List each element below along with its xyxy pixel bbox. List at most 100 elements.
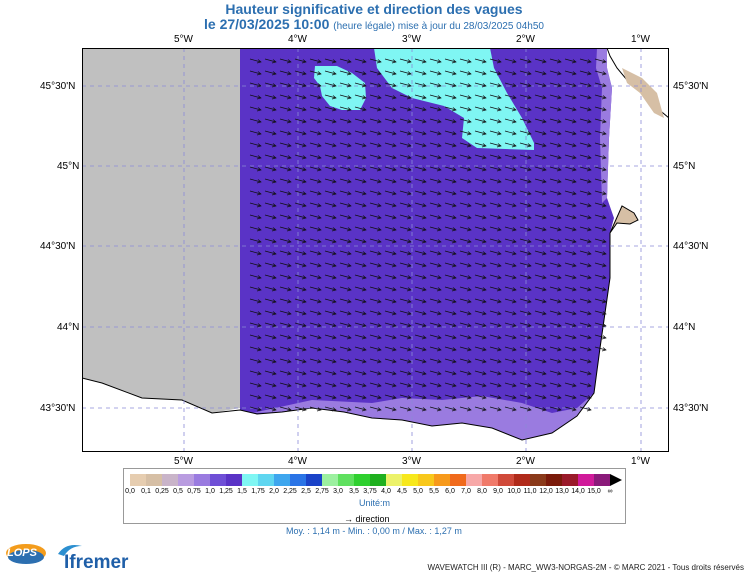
direction-arrow	[444, 142, 457, 148]
direction-arrow	[549, 238, 562, 244]
direction-arrow	[294, 202, 307, 208]
scale-tick-label: 2,0	[269, 488, 279, 495]
direction-arrow	[579, 58, 592, 64]
direction-arrow	[354, 130, 367, 136]
scale-swatch	[242, 474, 259, 486]
lat-label-left-44: 44°N	[57, 322, 80, 333]
direction-arrow	[369, 322, 382, 328]
direction-arrow	[429, 382, 442, 388]
direction-arrow	[489, 190, 502, 196]
direction-arrow	[384, 214, 397, 220]
direction-arrow	[309, 274, 322, 280]
direction-arrow	[579, 286, 592, 292]
direction-arrow	[384, 370, 397, 376]
gironde-estuary	[622, 68, 664, 118]
direction-arrow	[354, 406, 367, 412]
direction-arrow	[459, 238, 472, 244]
direction-arrow	[489, 406, 502, 412]
direction-arrow	[474, 406, 487, 412]
direction-arrow	[519, 382, 532, 388]
direction-arrow	[249, 154, 262, 160]
direction-arrow	[294, 118, 307, 124]
direction-arrow	[294, 370, 307, 376]
scale-tick-label: 15,0	[587, 488, 601, 495]
direction-arrow	[384, 238, 397, 244]
direction-arrow	[564, 106, 577, 112]
direction-arrow	[444, 310, 457, 316]
subtitle-date: le 27/03/2025 10:00	[204, 16, 330, 32]
direction-arrow	[369, 70, 382, 76]
direction-arrow	[429, 334, 442, 340]
direction-arrow	[474, 286, 487, 292]
direction-arrow	[474, 310, 487, 316]
direction-arrow	[339, 70, 352, 76]
direction-arrow	[264, 298, 277, 304]
direction-arrow	[444, 166, 457, 172]
footer-credit: WAVEWATCH III (R) - MARC_WW3-NORGAS-2M -…	[427, 563, 744, 572]
direction-arrow	[444, 70, 457, 76]
direction-arrow	[369, 154, 382, 160]
direction-arrow	[459, 82, 472, 88]
direction-arrow	[444, 190, 457, 196]
direction-arrow	[324, 58, 337, 64]
direction-arrow	[564, 370, 577, 376]
direction-arrow	[264, 274, 277, 280]
direction-arrow	[369, 394, 382, 400]
direction-arrow	[444, 178, 457, 184]
direction-arrow	[564, 142, 577, 148]
direction-arrow	[579, 118, 592, 124]
direction-arrow	[399, 358, 412, 364]
direction-arrow	[324, 298, 337, 304]
direction-arrow	[414, 94, 427, 100]
direction-arrow	[504, 202, 517, 208]
direction-arrow	[429, 130, 442, 136]
direction-arrow	[279, 178, 292, 184]
direction-arrow	[399, 334, 412, 340]
direction-arrow	[294, 94, 307, 100]
direction-arrow	[549, 274, 562, 280]
direction-arrow	[534, 382, 547, 388]
direction-arrow	[294, 142, 307, 148]
direction-arrow	[519, 298, 532, 304]
direction-arrow	[594, 334, 607, 340]
direction-arrow	[564, 166, 577, 172]
direction-arrow	[249, 82, 262, 88]
direction-arrow	[534, 202, 547, 208]
direction-arrow	[279, 298, 292, 304]
direction-arrow	[459, 106, 472, 112]
direction-arrow	[339, 238, 352, 244]
direction-arrow	[264, 394, 277, 400]
direction-arrow	[369, 118, 382, 124]
direction-arrow	[549, 262, 562, 268]
scale-tick-label: 0,5	[173, 488, 183, 495]
direction-arrow	[489, 274, 502, 280]
direction-arrow	[279, 394, 292, 400]
scale-tick-label: ∞	[607, 488, 613, 495]
direction-arrow	[474, 346, 487, 352]
direction-arrow	[534, 118, 547, 124]
direction-arrow	[384, 106, 397, 112]
lon-label-top-1w: 1°W	[631, 34, 650, 45]
direction-arrow	[369, 334, 382, 340]
direction-arrow	[384, 94, 397, 100]
direction-arrow	[264, 238, 277, 244]
direction-arrow	[579, 142, 592, 148]
direction-arrow	[519, 106, 532, 112]
direction-arrow	[444, 382, 457, 388]
direction-arrow	[354, 118, 367, 124]
scale-swatch	[290, 474, 307, 486]
direction-arrow	[594, 70, 607, 76]
direction-arrow	[564, 406, 577, 412]
direction-arrow	[594, 274, 607, 280]
scale-tick-label: 1,5	[237, 488, 247, 495]
direction-arrow	[504, 238, 517, 244]
direction-arrow	[324, 178, 337, 184]
direction-arrow	[444, 250, 457, 256]
direction-arrow	[519, 190, 532, 196]
direction-arrow	[459, 166, 472, 172]
direction-arrow	[429, 70, 442, 76]
direction-arrow	[549, 190, 562, 196]
direction-arrow	[444, 346, 457, 352]
direction-arrow	[279, 214, 292, 220]
direction-arrow	[534, 214, 547, 220]
